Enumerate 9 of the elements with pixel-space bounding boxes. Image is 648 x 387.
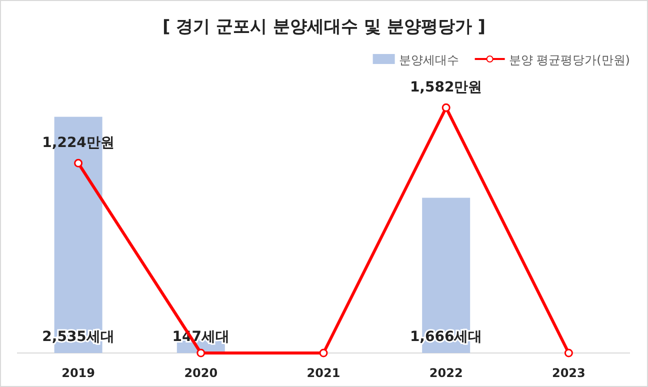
- legend-label: 분양 평균평당가(만원): [508, 53, 630, 67]
- x-tick-label: 2019: [62, 366, 96, 380]
- x-tick-label: 2021: [306, 366, 340, 380]
- data-label: 1,582만원: [410, 80, 482, 96]
- x-tick-label: 2020: [184, 366, 218, 380]
- x-tick-label: 2023: [552, 366, 586, 380]
- x-tick-label: 2022: [429, 366, 463, 380]
- legend-label: 분양세대수: [398, 53, 459, 67]
- chart-title: [ 경기 군포시 분양세대수 및 분양평당가 ]: [162, 17, 486, 37]
